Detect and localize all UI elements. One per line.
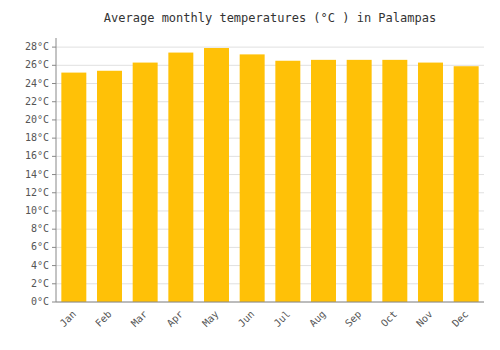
bar [168, 53, 193, 302]
y-tick-label: 2°C [31, 278, 49, 289]
x-tick-label: Feb [93, 308, 114, 329]
x-tick-label: Nov [414, 308, 435, 329]
y-tick [52, 138, 56, 139]
x-tick-label: Dec [450, 308, 471, 329]
y-axis-line [56, 38, 57, 302]
bar [61, 73, 86, 302]
y-tick [52, 101, 56, 102]
x-tick-label: Aug [307, 308, 328, 329]
y-tick-label: 24°C [25, 78, 49, 89]
y-tick [52, 265, 56, 266]
y-tick-label: 0°C [31, 296, 49, 307]
y-tick [52, 119, 56, 120]
y-tick-label: 26°C [25, 59, 49, 70]
bar [382, 60, 407, 302]
bars [61, 48, 478, 302]
chart-svg: Average monthly temperatures (°C ) in Pa… [0, 0, 500, 350]
y-tick-label: 18°C [25, 132, 49, 143]
grid-line [56, 47, 484, 48]
y-tick [52, 283, 56, 284]
y-tick [52, 47, 56, 48]
x-tick-label: Jun [236, 308, 257, 329]
y-tick [52, 247, 56, 248]
title: Average monthly temperatures (°C ) in Pa… [104, 11, 436, 25]
y-tick-label: 16°C [25, 150, 49, 161]
x-tick-label: May [200, 308, 221, 329]
bar [97, 71, 122, 302]
bar [454, 66, 479, 302]
x-axis: Jan Feb Mar Apr May Jun Jul Aug Sep Oct Nov Dec [56, 302, 484, 329]
y-tick-label: 10°C [25, 205, 49, 216]
y-tick [52, 229, 56, 230]
x-tick-label: Sep [343, 308, 364, 329]
grid-line [56, 302, 484, 303]
x-axis-line [56, 302, 484, 303]
bar [311, 60, 336, 302]
x-tick-label: Jul [272, 308, 293, 329]
bar [204, 48, 229, 302]
x-tick-label: Apr [165, 308, 186, 329]
x-tick-label: Oct [379, 308, 400, 329]
y-tick-label: 20°C [25, 114, 49, 125]
bar [418, 63, 443, 302]
y-axis: 0°C 2°C 4°C 6°C 8°C 10°C 12°C 14°C 16°C 18°C 20°C 2… [25, 38, 56, 307]
y-tick [52, 302, 56, 303]
y-tick-label: 14°C [25, 169, 49, 180]
y-tick-label: 6°C [31, 241, 49, 252]
y-tick-label: 28°C [25, 41, 49, 52]
y-tick-label: 4°C [31, 260, 49, 271]
bar [347, 60, 372, 302]
bar [240, 54, 265, 302]
y-tick [52, 174, 56, 175]
y-tick [52, 65, 56, 66]
y-tick-label: 12°C [25, 187, 49, 198]
y-tick-label: 8°C [31, 223, 49, 234]
y-tick [52, 156, 56, 157]
bar [133, 63, 158, 302]
y-tick [52, 210, 56, 211]
x-tick-label: Mar [129, 308, 150, 329]
bar [275, 61, 300, 302]
y-tick [52, 192, 56, 193]
x-tick-label: Jan [58, 308, 79, 329]
y-grid [56, 47, 484, 302]
y-tick-label: 22°C [25, 96, 49, 107]
chart-container: Average monthly temperatures (°C ) in Pa… [0, 0, 500, 350]
y-tick [52, 83, 56, 84]
